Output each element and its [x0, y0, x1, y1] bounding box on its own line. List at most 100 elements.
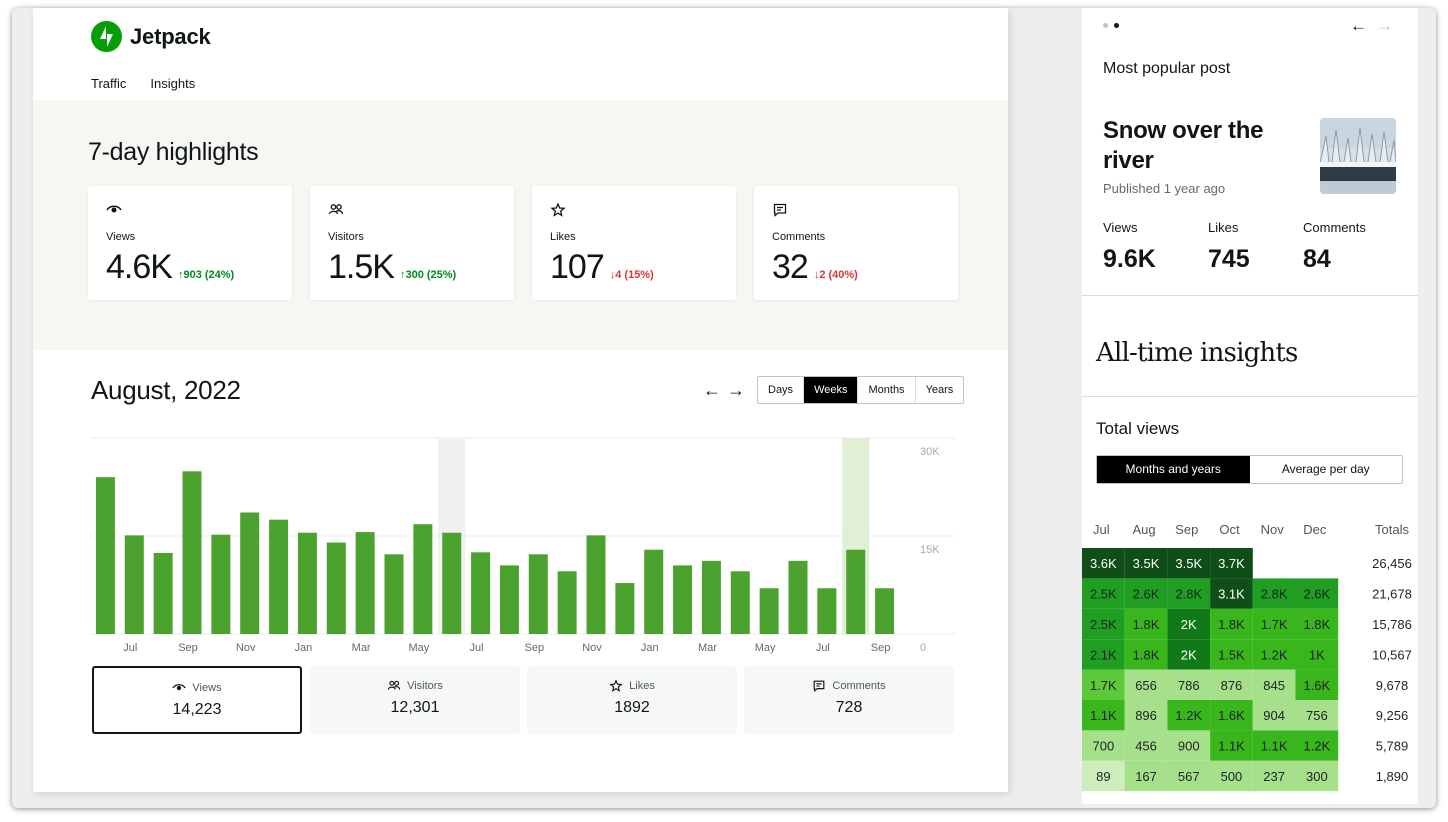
chart-bar[interactable] [240, 512, 260, 634]
highlight-card-views[interactable]: Views 4.6K ↑903 (24%) [88, 186, 292, 300]
period-weeks-button[interactable]: Weeks [804, 377, 859, 403]
next-period-button[interactable]: → [727, 380, 745, 400]
chart-bar[interactable] [788, 560, 808, 634]
chart-bar[interactable] [326, 542, 346, 634]
prev-post-button[interactable]: ← [1350, 16, 1367, 35]
total-likes-tab[interactable]: Likes 1892 [527, 666, 737, 734]
chart-bar[interactable] [817, 588, 837, 634]
chart-bar[interactable] [615, 583, 635, 634]
heatmap-cell[interactable] [1082, 639, 1125, 670]
heatmap-cell[interactable] [1252, 730, 1296, 761]
heatmap-cell[interactable] [1167, 669, 1211, 700]
chart-bar[interactable] [846, 549, 866, 634]
heatmap-cell[interactable] [1124, 730, 1168, 761]
chart-bar[interactable] [95, 477, 115, 634]
total-views-tab[interactable]: Views 14,223 [92, 666, 302, 734]
chart-bar[interactable] [182, 471, 202, 634]
heatmap-cell[interactable] [1210, 578, 1253, 609]
chart-bar[interactable] [471, 552, 491, 634]
chart-bar[interactable] [701, 560, 721, 634]
heatmap-cell[interactable] [1210, 548, 1253, 579]
heatmap-cell[interactable] [1252, 760, 1296, 792]
average-per-day-button[interactable]: Average per day [1281, 462, 1370, 476]
heatmap-cell[interactable] [1124, 669, 1168, 700]
jetpack-logo[interactable]: Jetpack [91, 21, 211, 52]
heatmap-cell[interactable] [1210, 760, 1253, 792]
x-tick-label: Jan [295, 642, 313, 654]
heatmap-cell[interactable] [1295, 608, 1339, 640]
chart-bar[interactable] [557, 571, 577, 634]
heatmap-cell[interactable] [1252, 578, 1296, 609]
highlight-card-visitors[interactable]: Visitors 1.5K ↑300 (25%) [310, 186, 514, 300]
heatmap-cell[interactable] [1210, 639, 1253, 670]
tab-traffic[interactable]: Traffic [91, 76, 127, 102]
chart-bar[interactable] [499, 565, 519, 634]
heatmap-cell[interactable] [1082, 669, 1125, 700]
heatmap-cell[interactable] [1295, 639, 1339, 670]
heatmap-cell[interactable] [1082, 608, 1125, 640]
chart-bar[interactable] [211, 534, 231, 634]
heatmap-cell[interactable] [1167, 578, 1211, 609]
chart-bar[interactable] [297, 532, 317, 634]
total-visitors-tab[interactable]: Visitors 12,301 [310, 666, 520, 734]
chart-bar[interactable] [413, 524, 433, 634]
heatmap-cell[interactable] [1295, 669, 1339, 700]
heatmap-cell[interactable] [1295, 730, 1339, 761]
heatmap-cell[interactable] [1252, 608, 1296, 640]
chart-bar[interactable] [442, 532, 462, 634]
chart-bar[interactable] [355, 532, 375, 634]
heatmap-cell[interactable] [1124, 548, 1168, 579]
popular-post-title[interactable]: Snow over the river [1103, 117, 1264, 174]
heatmap-cell[interactable] [1295, 700, 1339, 731]
heatmap-cell[interactable] [1252, 669, 1296, 700]
heatmap-cell[interactable] [1124, 608, 1168, 640]
period-years-button[interactable]: Years [925, 384, 954, 396]
next-post-button[interactable]: → [1376, 16, 1393, 35]
chart-bar[interactable] [124, 535, 144, 634]
heatmap-cell[interactable] [1167, 760, 1211, 792]
heatmap-cell[interactable] [1167, 700, 1211, 731]
heatmap-cell[interactable] [1124, 639, 1168, 670]
chart-bar[interactable] [384, 554, 404, 634]
chart-bar[interactable] [875, 588, 895, 634]
months-and-years-button[interactable]: Months and years [1097, 456, 1250, 483]
heatmap-cell[interactable] [1167, 730, 1211, 761]
heatmap-cell[interactable] [1252, 700, 1296, 731]
heatmap-cell[interactable] [1167, 608, 1211, 640]
chart-bar[interactable] [586, 535, 606, 634]
post-thumbnail[interactable] [1320, 118, 1396, 194]
chart-bar[interactable] [673, 565, 693, 634]
chart-bar[interactable] [644, 549, 664, 634]
prev-period-button[interactable]: ← [703, 380, 721, 400]
heatmap-cell[interactable] [1210, 730, 1253, 761]
heatmap-cell[interactable] [1124, 700, 1168, 731]
heatmap-cell[interactable] [1082, 700, 1125, 731]
highlight-card-comments[interactable]: Comments 32 ↓2 (40%) [754, 186, 958, 300]
heatmap-cell[interactable] [1124, 760, 1168, 792]
heatmap-cell[interactable] [1082, 548, 1125, 579]
total-comments-tab[interactable]: Comments 728 [744, 666, 954, 734]
period-months-button[interactable]: Months [858, 377, 916, 403]
carousel-dot[interactable] [1103, 23, 1108, 28]
heatmap-cell[interactable] [1295, 760, 1339, 792]
heatmap-cell[interactable] [1252, 639, 1296, 670]
heatmap-cell[interactable] [1167, 639, 1211, 670]
highlight-card-likes[interactable]: Likes 107 ↓4 (15%) [532, 186, 736, 300]
carousel-dot[interactable] [1114, 23, 1119, 28]
heatmap-cell[interactable] [1082, 578, 1125, 609]
chart-bar[interactable] [759, 588, 779, 634]
heatmap-cell[interactable] [1167, 548, 1211, 579]
heatmap-cell[interactable] [1082, 730, 1125, 761]
heatmap-cell[interactable] [1124, 578, 1168, 609]
heatmap-cell[interactable] [1210, 700, 1253, 731]
period-days-button[interactable]: Days [758, 377, 805, 403]
heatmap-cell[interactable] [1210, 669, 1253, 700]
chart-bar[interactable] [730, 571, 750, 634]
heatmap-cell[interactable] [1082, 760, 1125, 792]
chart-bar[interactable] [528, 554, 548, 634]
chart-bar[interactable] [153, 552, 173, 634]
tab-insights[interactable]: Insights [150, 76, 196, 91]
heatmap-cell[interactable] [1210, 608, 1253, 640]
heatmap-cell[interactable] [1295, 578, 1339, 609]
chart-bar[interactable] [269, 519, 289, 634]
